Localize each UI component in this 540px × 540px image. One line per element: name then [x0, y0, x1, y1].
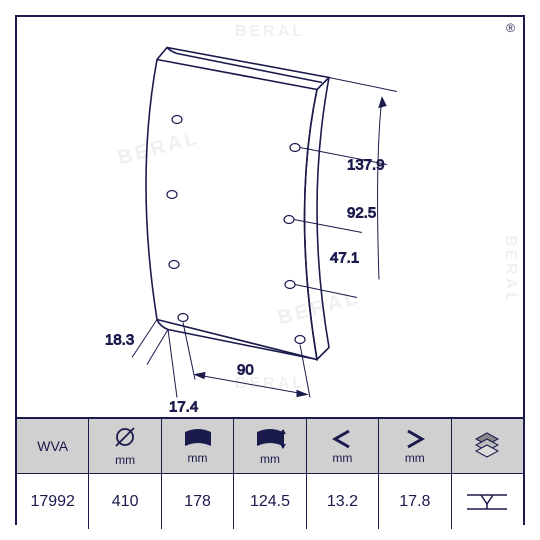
header-width-height: mm: [234, 419, 306, 473]
cell-gt: 17.8: [379, 474, 451, 529]
header-diameter: mm: [89, 419, 161, 473]
dim-label: 17.4: [169, 399, 198, 416]
dim-label: 137.9: [347, 157, 385, 174]
table-header-row: WVA mm mm mm mm mm: [17, 419, 523, 474]
header-greater-than: mm: [379, 419, 451, 473]
greater-than-icon: [403, 428, 427, 450]
header-width: mm: [162, 419, 234, 473]
profile-icon: [465, 487, 509, 517]
dim-label: 18.3: [105, 332, 134, 349]
unit-label: mm: [115, 453, 135, 467]
dim-label: 92.5: [347, 205, 376, 222]
less-than-icon: [330, 428, 354, 450]
cell-diameter: 410: [89, 474, 161, 529]
dim-label: 47.1: [330, 250, 359, 267]
width-icon: [181, 428, 215, 450]
header-label: WVA: [37, 438, 68, 454]
registered-mark-icon: ®: [506, 21, 515, 35]
diameter-icon: [112, 426, 138, 452]
header-less-than: mm: [307, 419, 379, 473]
table-data-row: 17992 410 178 124.5 13.2 17.8: [17, 474, 523, 529]
cell-lt: 13.2: [307, 474, 379, 529]
layers-icon: [472, 431, 502, 461]
header-layers: [452, 419, 523, 473]
unit-label: mm: [260, 452, 280, 466]
header-wva: WVA: [17, 419, 89, 473]
cell-wva: 17992: [17, 474, 89, 529]
product-frame: BERAL BERAL BERAL BERAL BERAL ®: [15, 15, 525, 525]
unit-label: mm: [188, 451, 208, 465]
unit-label: mm: [405, 451, 425, 465]
cell-profile: [452, 474, 523, 529]
cell-width-h: 124.5: [234, 474, 306, 529]
technical-drawing: 137.9 92.5 47.1 90 18.3 1: [17, 17, 523, 417]
width-height-icon: [253, 427, 287, 451]
unit-label: mm: [332, 451, 352, 465]
spec-table: WVA mm mm mm mm mm: [17, 417, 523, 529]
cell-width: 178: [162, 474, 234, 529]
dim-label: 90: [237, 362, 254, 379]
